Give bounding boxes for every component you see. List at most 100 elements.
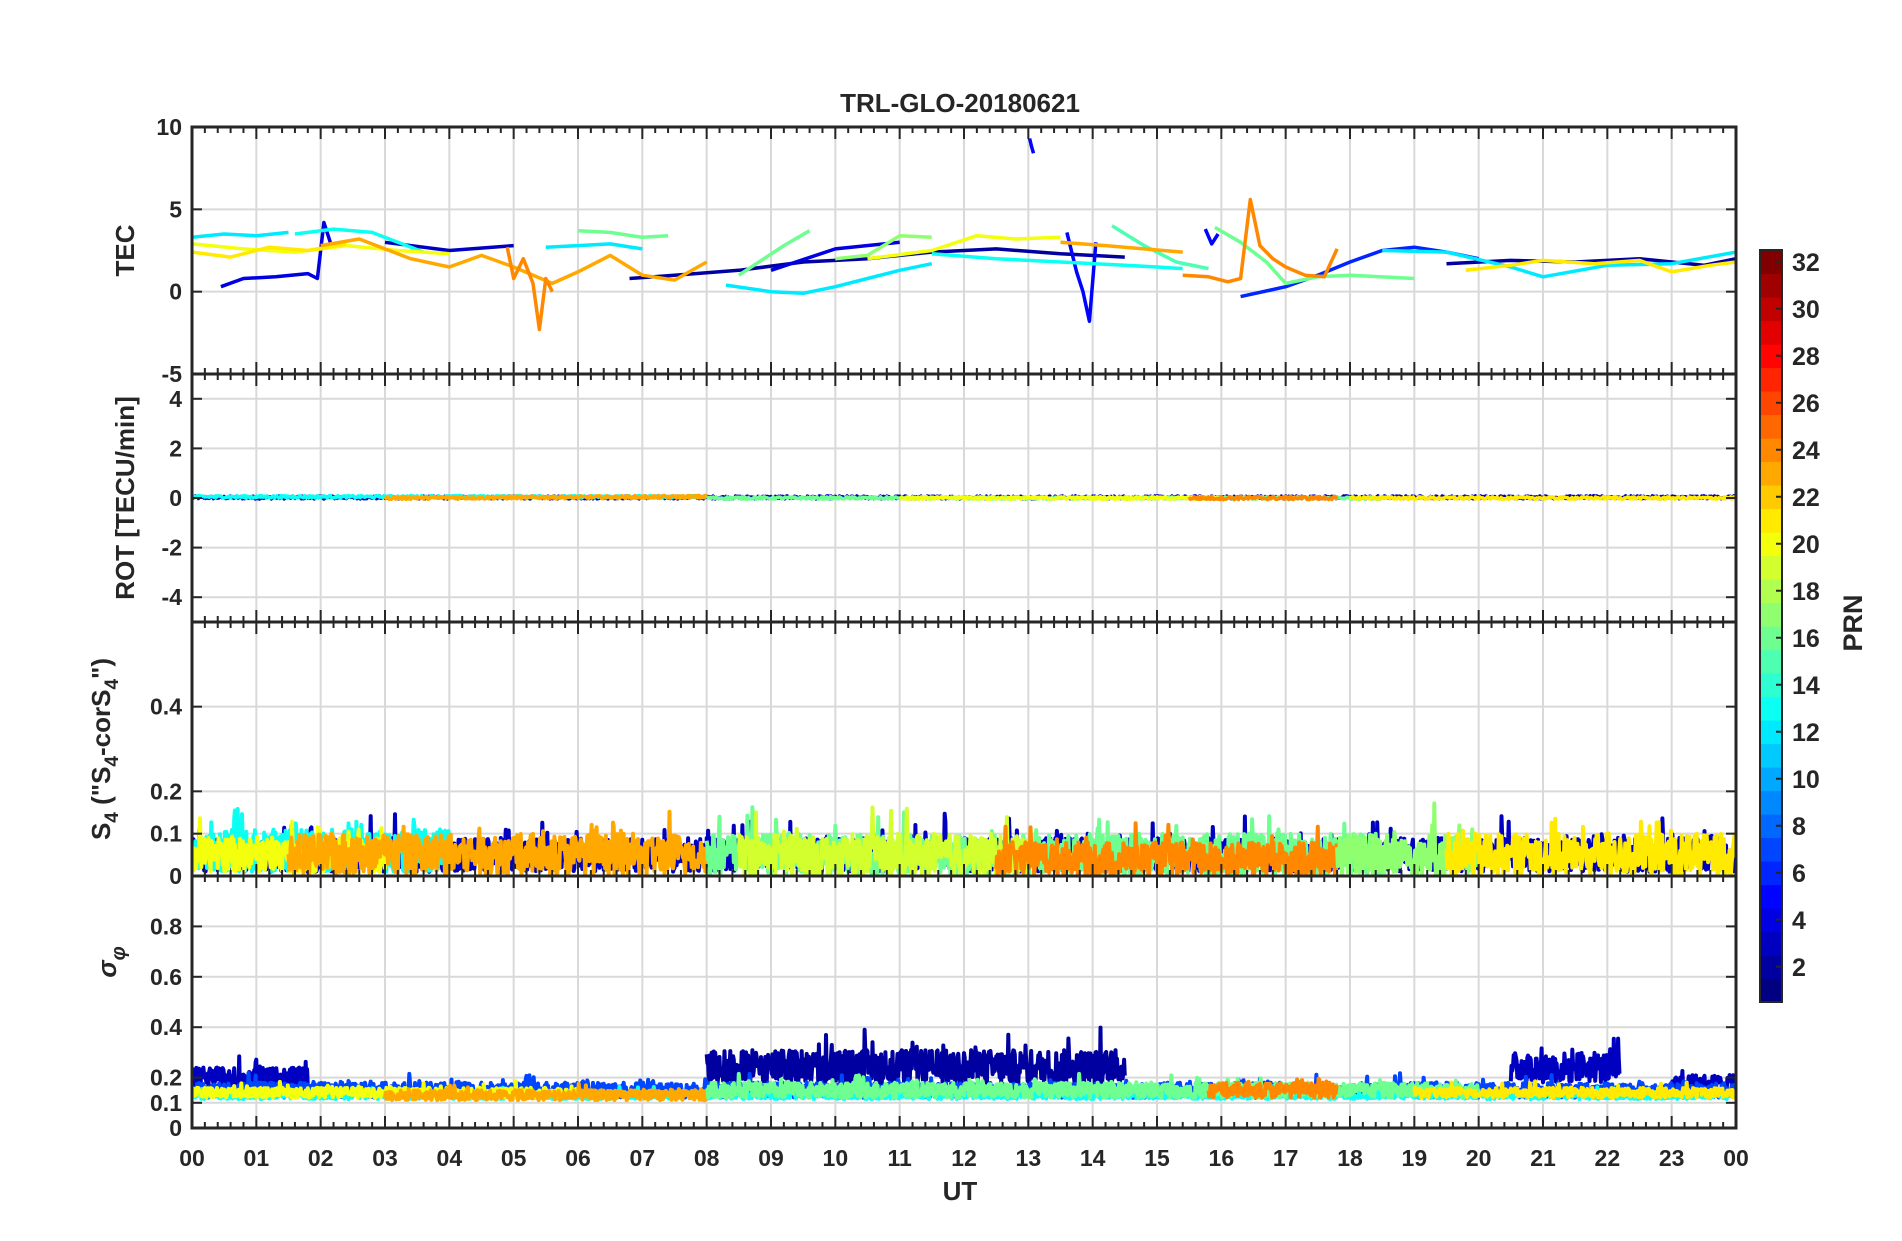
- x-tick-label: 08: [694, 1145, 720, 1171]
- y-axis-label-part: ("S: [86, 767, 116, 813]
- x-tick-label: 20: [1466, 1145, 1492, 1171]
- chart-title: TRL-GLO-20180621: [840, 88, 1080, 118]
- panel-tec: -5 0 5 10 TEC: [110, 114, 1738, 387]
- y-axis-label: S4 ("S4-corS4"): [86, 658, 123, 840]
- x-tick-label: 06: [565, 1145, 591, 1171]
- y-tick-label: -5: [162, 361, 183, 387]
- series-band-prn-2: [704, 1025, 1127, 1087]
- grid-lines: [191, 374, 1737, 622]
- y-axis-label-part: σ: [92, 959, 122, 978]
- colorbar-tick-label: 12: [1792, 719, 1820, 747]
- colorbar-tick-label: 26: [1792, 390, 1820, 418]
- colorbar-tick-label: 8: [1792, 813, 1806, 841]
- y-tick-label: 0.4: [150, 694, 182, 720]
- colorbar-segment: [1760, 438, 1782, 463]
- colorbar-tick-label: 24: [1792, 437, 1820, 465]
- y-axis-label: ROT [TECU/min]: [110, 396, 140, 600]
- series-band-prn-16: [705, 1071, 1481, 1100]
- y-tick-label: 2: [169, 435, 182, 461]
- y-tick-label: 0.2: [150, 778, 182, 804]
- y-tick-label: 0.4: [150, 1014, 182, 1040]
- series-line-prn-5: [1027, 138, 1036, 154]
- y-axis-label-part: φ: [108, 946, 130, 960]
- series-group: [192, 493, 1736, 502]
- y-axis-label: TEC: [110, 224, 140, 276]
- y-ticks: -5 0 5 10: [156, 114, 1736, 387]
- colorbar-segment: [1760, 931, 1782, 956]
- y-tick-label: 0: [169, 485, 182, 511]
- x-tick-label: 04: [437, 1145, 463, 1171]
- x-tick-label: 21: [1530, 1145, 1556, 1171]
- colorbar-segment: [1760, 767, 1782, 792]
- colorbar-tick-label: 20: [1792, 531, 1820, 559]
- series-line-prn-17: [835, 233, 932, 261]
- colorbar-tick-label: 28: [1792, 343, 1820, 371]
- x-ticks: [191, 876, 1737, 1128]
- series-band-prn-23: [286, 809, 709, 876]
- x-tick-label: 17: [1273, 1145, 1299, 1171]
- x-tick-label: 22: [1595, 1145, 1621, 1171]
- colorbar-segment: [1760, 414, 1782, 439]
- colorbar-segment: [1760, 743, 1782, 768]
- series-line-prn-20: [898, 495, 1223, 501]
- y-ticks: 00.10.2 0.4 0.6 0.8: [150, 913, 1736, 1141]
- colorbar-segment: [1760, 297, 1782, 322]
- y-tick-label: 0.1: [150, 1090, 182, 1116]
- x-tick-label: 03: [372, 1145, 398, 1171]
- y-axis-label-part: 4: [102, 756, 123, 767]
- y-tick-label: 0: [169, 863, 182, 889]
- series-band-prn-21: [1412, 1079, 1736, 1100]
- series-line-prn-16: [577, 228, 669, 240]
- colorbar-tick-label: 10: [1792, 766, 1820, 794]
- colorbar-tick-label: 14: [1792, 672, 1820, 700]
- series-band-prn-21: [1444, 816, 1736, 876]
- colorbar-segment: [1760, 837, 1782, 862]
- x-ticks: [191, 127, 1737, 374]
- colorbar-segment: [1760, 649, 1782, 674]
- colorbar-segment: [1760, 884, 1782, 909]
- x-tick-label: 16: [1209, 1145, 1235, 1171]
- colorbar-tick-label: 6: [1792, 860, 1806, 888]
- colorbar-segment: [1760, 320, 1782, 345]
- y-tick-label: 4: [169, 386, 182, 412]
- y-tick-label: -4: [162, 584, 183, 610]
- y-tick-label: 0.1: [150, 821, 182, 847]
- series-line-prn-21: [192, 242, 347, 259]
- series-band-prn-24: [994, 821, 1340, 876]
- y-axis-label-part: 4: [102, 679, 123, 690]
- series-line-prn-20: [867, 233, 1061, 261]
- y-tick-label: 10: [156, 114, 182, 140]
- x-tick-label: 23: [1659, 1145, 1685, 1171]
- colorbar-segment: [1760, 908, 1782, 933]
- series-line-prn-13: [294, 227, 425, 254]
- series-line-prn-21: [1349, 495, 1736, 501]
- colorbar-tick-label: 2: [1792, 954, 1806, 982]
- series-line-prn-12: [192, 230, 289, 240]
- colorbar-segment: [1760, 391, 1782, 416]
- series-line-prn-5: [1203, 228, 1220, 246]
- y-tick-label: 0.2: [150, 1065, 182, 1091]
- colorbar-segment: [1760, 344, 1782, 369]
- x-tick-label: 07: [630, 1145, 656, 1171]
- series-line-prn-13: [931, 252, 1183, 271]
- colorbar-segment: [1760, 250, 1782, 275]
- series-line-prn-21: [1465, 258, 1736, 274]
- colorbar-label: PRN: [1838, 594, 1868, 651]
- x-tick-label: 18: [1337, 1145, 1363, 1171]
- y-tick-label: 0: [169, 1115, 182, 1141]
- colorbar-segment: [1760, 861, 1782, 886]
- x-tick-label: 14: [1080, 1145, 1106, 1171]
- colorbar-tick-label: 32: [1792, 249, 1820, 277]
- y-tick-label: 0.6: [150, 964, 182, 990]
- y-tick-label: 0: [169, 279, 182, 305]
- colorbar-tick-label: 4: [1792, 907, 1806, 935]
- panel-s4: 0 0.1 0.2 0.4 S4 ("S4-corS4"): [86, 620, 1738, 889]
- y-axis-label-part: "): [86, 658, 116, 679]
- series-band-prn-3: [1508, 1036, 1622, 1085]
- y-tick-label: -2: [162, 535, 182, 561]
- colorbar-segment: [1760, 673, 1782, 698]
- x-tick-label: 10: [823, 1145, 849, 1171]
- series-line-prn-12: [545, 242, 643, 251]
